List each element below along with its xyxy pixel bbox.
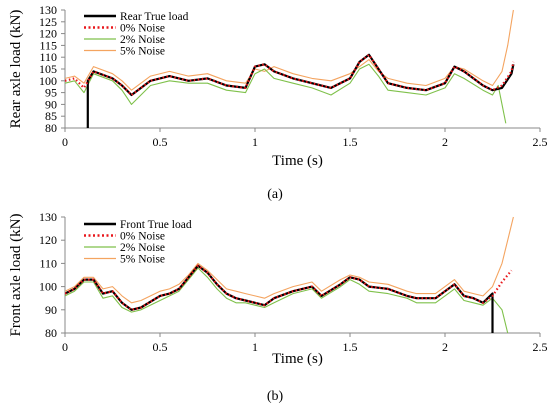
y-tick-label: 95 bbox=[45, 86, 57, 100]
y-tick-label: 105 bbox=[39, 62, 57, 76]
legend-label: 5% Noise bbox=[120, 254, 165, 266]
x-tick-label: 0 bbox=[62, 135, 68, 149]
series-line-5pct-noise bbox=[65, 216, 514, 304]
chart-front-axle-load: 80 90 100 110 120 130 0 0.5 1 1.5 2 2.5 Front axle l… bbox=[8, 210, 548, 404]
y-tick-label: 100 bbox=[39, 280, 57, 294]
y-tick-label: 120 bbox=[39, 233, 57, 247]
figure-caption: (b) bbox=[267, 389, 284, 404]
x-tick-label: 0.5 bbox=[153, 135, 168, 149]
y-tick-label: 80 bbox=[45, 326, 57, 340]
x-tick-label: 1 bbox=[252, 340, 258, 354]
legend-label: 2% Noise bbox=[120, 242, 165, 254]
x-tick-label: 2.5 bbox=[533, 135, 548, 149]
legend-label: 0% Noise bbox=[120, 23, 165, 35]
legend-label: Rear True load bbox=[120, 11, 189, 23]
x-axis-label: Time (s) bbox=[272, 351, 323, 367]
y-axis-label: Front axle load (kN) bbox=[8, 214, 24, 337]
x-tick-label: 2 bbox=[442, 340, 448, 354]
x-tick-label: 1.5 bbox=[343, 135, 358, 149]
series-line-front-true-load bbox=[65, 264, 494, 333]
series-line-rear-true-load bbox=[86, 53, 515, 128]
y-tick-label: 115 bbox=[39, 38, 57, 52]
series-line-2pct-noise bbox=[65, 267, 509, 333]
x-tick-label: 1 bbox=[252, 135, 258, 149]
y-tick-label: 125 bbox=[39, 15, 57, 29]
x-tick-label: 2.5 bbox=[533, 340, 548, 354]
legend-label: 2% Noise bbox=[120, 34, 165, 46]
y-tick-label: 110 bbox=[39, 50, 57, 64]
y-tick-label: 80 bbox=[45, 121, 57, 135]
y-tick-label: 130 bbox=[39, 210, 57, 224]
x-axis-label: Time (s) bbox=[272, 153, 323, 169]
y-tick-label: 130 bbox=[39, 3, 57, 17]
legend-label: 0% Noise bbox=[120, 231, 165, 243]
y-tick-label: 100 bbox=[39, 74, 57, 88]
y-tick-label: 90 bbox=[45, 303, 57, 317]
y-tick-label: 85 bbox=[45, 109, 57, 123]
y-tick-label: 120 bbox=[39, 27, 57, 41]
y-tick-label: 110 bbox=[39, 256, 57, 270]
series-line-0pct-noise bbox=[65, 53, 515, 97]
legend-label: Front True load bbox=[120, 219, 192, 231]
series-line-0pct-noise bbox=[65, 264, 513, 311]
plot-area bbox=[65, 216, 514, 333]
plot-area bbox=[65, 9, 515, 128]
legend-label: 5% Noise bbox=[120, 46, 165, 58]
y-tick-label: 90 bbox=[45, 97, 57, 111]
x-tick-label: 2 bbox=[442, 135, 448, 149]
x-tick-label: 0 bbox=[62, 340, 68, 354]
x-tick-label: 1.5 bbox=[343, 340, 358, 354]
series-line-2pct-noise bbox=[65, 63, 507, 124]
figure-caption: (a) bbox=[267, 187, 283, 202]
x-tick-label: 0.5 bbox=[153, 340, 168, 354]
y-axis-label: Rear axle load (kN) bbox=[8, 10, 24, 129]
